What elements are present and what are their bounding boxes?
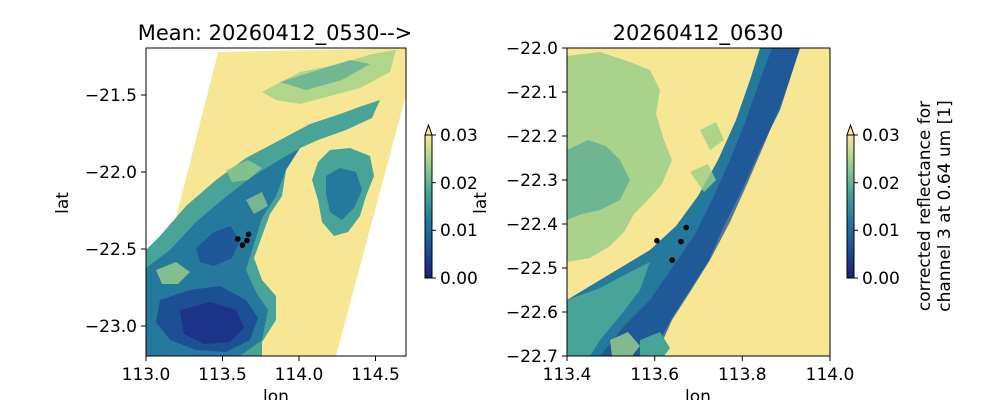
left-point-marker bbox=[239, 242, 246, 248]
left-plot-area bbox=[146, 48, 406, 356]
left-colorbar-tick-label: 0.02 bbox=[440, 174, 478, 194]
left-y-tick-label: −23.0 bbox=[85, 317, 137, 337]
right-x-axis-label: lon bbox=[685, 387, 711, 400]
right-field-image bbox=[567, 48, 800, 356]
right-colorbar-tick-label: 0.03 bbox=[862, 126, 900, 146]
right-y-tick-label: −22.6 bbox=[506, 303, 558, 323]
left-chart-title: Mean: 20260412_0530--> bbox=[138, 21, 413, 46]
left-panel: Mean: 20260412_0530--> bbox=[53, 21, 478, 400]
right-axes-frame bbox=[566, 47, 831, 357]
right-y-tick-label: −22.0 bbox=[506, 39, 558, 59]
right-panel: 20260412_0630 bbox=[471, 21, 955, 400]
right-y-axis-label: lat bbox=[471, 192, 491, 214]
left-point-marker bbox=[245, 231, 252, 238]
left-swath-image bbox=[146, 48, 406, 356]
left-x-tick-label: 114.0 bbox=[275, 365, 324, 385]
left-y-axis: −21.5 −22.0 −22.5 −23.0 lat bbox=[53, 86, 146, 337]
right-x-tick-label: 113.6 bbox=[630, 365, 679, 385]
left-y-axis-label: lat bbox=[53, 192, 73, 214]
left-colorbar-tick-label: 0.01 bbox=[440, 221, 478, 241]
right-x-axis: 113.4 113.6 113.8 114.0 lon bbox=[543, 356, 855, 400]
left-colorbar-tick-label: 0.00 bbox=[440, 269, 478, 289]
right-y-tick-label: −22.5 bbox=[506, 259, 558, 279]
right-x-tick-label: 114.0 bbox=[806, 365, 855, 385]
left-colorbar: 0.03 0.02 0.01 0.00 bbox=[424, 123, 478, 289]
left-x-axis-label: lon bbox=[263, 387, 289, 400]
right-point-marker bbox=[669, 257, 675, 263]
right-colorbar: 0.03 0.02 0.01 0.00 corrected reflectanc… bbox=[846, 100, 955, 312]
left-point-marker bbox=[244, 237, 250, 244]
right-y-tick-label: −22.7 bbox=[506, 347, 558, 367]
right-colorbar-tick-label: 0.02 bbox=[862, 174, 900, 194]
right-point-marker bbox=[683, 224, 689, 231]
right-colorbar-label-line-2: channel 3 at 0.64 um [1] bbox=[935, 100, 955, 311]
left-x-tick-label: 113.5 bbox=[198, 365, 247, 385]
left-colorbar-tick-label: 0.03 bbox=[440, 126, 478, 146]
right-x-tick-label: 113.8 bbox=[718, 365, 767, 385]
right-y-tick-label: −22.1 bbox=[506, 83, 558, 103]
right-y-axis: −22.0 −22.1 −22.2 −22.3 −22.4 −22.5 −22.… bbox=[471, 39, 567, 367]
left-x-tick-label: 113.0 bbox=[122, 365, 171, 385]
left-x-tick-label: 114.5 bbox=[351, 365, 400, 385]
right-chart-title: 20260412_0630 bbox=[613, 21, 784, 46]
left-axes-frame bbox=[145, 47, 407, 357]
right-y-tick-label: −22.4 bbox=[506, 215, 558, 235]
right-point-markers bbox=[654, 224, 689, 263]
left-x-axis: 113.0 113.5 114.0 114.5 lon bbox=[122, 356, 400, 400]
right-y-tick-label: −22.3 bbox=[506, 171, 558, 191]
right-y-tick-label: −22.2 bbox=[506, 127, 558, 147]
left-point-markers bbox=[235, 231, 252, 248]
right-colorbar-label-line-1: corrected reflectance for bbox=[915, 101, 935, 311]
left-y-tick-label: −22.5 bbox=[85, 240, 137, 260]
left-point-marker bbox=[235, 236, 241, 242]
right-point-marker bbox=[678, 238, 684, 245]
right-colorbar-tick-label: 0.01 bbox=[862, 221, 900, 241]
right-plot-area bbox=[567, 48, 830, 356]
right-point-marker bbox=[654, 237, 660, 244]
right-colorbar-tick-label: 0.00 bbox=[862, 269, 900, 289]
left-y-tick-label: −22.0 bbox=[85, 163, 137, 183]
right-x-tick-label: 113.4 bbox=[543, 365, 592, 385]
left-y-tick-label: −21.5 bbox=[85, 86, 137, 106]
